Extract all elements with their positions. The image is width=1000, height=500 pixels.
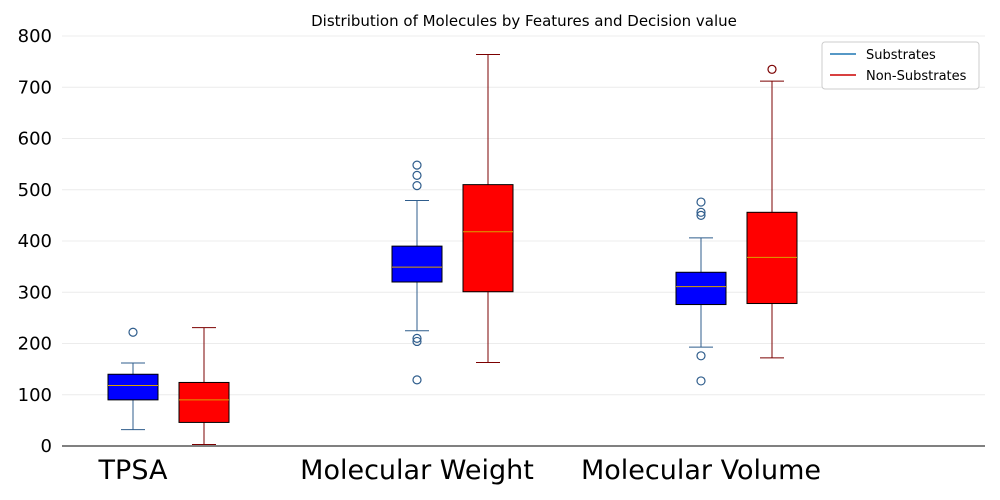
legend-frame: [821, 41, 980, 90]
legend: Substrates Non-Substrates: [821, 41, 980, 90]
box-body: [462, 184, 514, 293]
box-plots: [107, 53, 798, 445]
y-tick-label-700: 700: [18, 77, 52, 98]
y-tick-label-500: 500: [18, 180, 52, 201]
outlier-point: [696, 210, 706, 220]
chart-title: Distribution of Molecules by Features an…: [311, 12, 737, 30]
y-tick-label-800: 800: [18, 26, 52, 47]
box-body: [746, 211, 798, 305]
legend-label-non-substrates: Non-Substrates: [866, 69, 967, 84]
x-tick-label-2: Molecular Volume: [581, 455, 821, 486]
y-tick-label-400: 400: [18, 231, 52, 252]
box-body: [178, 381, 230, 423]
box-1-1: [462, 53, 514, 363]
outlier-point: [696, 351, 706, 361]
outlier-point: [412, 375, 422, 385]
outlier-point: [412, 160, 422, 170]
outlier-point: [412, 336, 422, 347]
box-1-2: [746, 64, 798, 359]
x-tick-label-1: Molecular Weight: [300, 455, 534, 486]
y-tick-label-0: 0: [41, 436, 52, 457]
y-tick-label-600: 600: [18, 129, 52, 150]
outlier-point: [696, 207, 706, 217]
outlier-point: [412, 181, 422, 191]
box-body: [391, 245, 443, 283]
y-tick-label-300: 300: [18, 282, 52, 303]
legend-label-substrates: Substrates: [866, 48, 936, 63]
box-body: [107, 373, 159, 401]
x-tick-label-0: TPSA: [98, 455, 168, 486]
box-body: [675, 271, 727, 306]
grid-lines: [62, 35, 985, 396]
outlier-point: [128, 327, 138, 337]
outlier-point: [412, 333, 422, 343]
y-tick-label-200: 200: [18, 334, 52, 355]
box-0-2: [675, 197, 727, 386]
axes: 0 100 200 300 400 500 600 700 800 TPSA Molecular W…: [18, 26, 985, 486]
box-0-0: [107, 327, 159, 431]
y-tick-label-100: 100: [18, 385, 52, 406]
outlier-point: [412, 170, 422, 180]
box-1-0: [178, 327, 230, 445]
outlier-point: [696, 376, 706, 386]
box-0-1: [391, 160, 443, 385]
outlier-point: [767, 64, 777, 74]
outlier-point: [696, 197, 706, 207]
